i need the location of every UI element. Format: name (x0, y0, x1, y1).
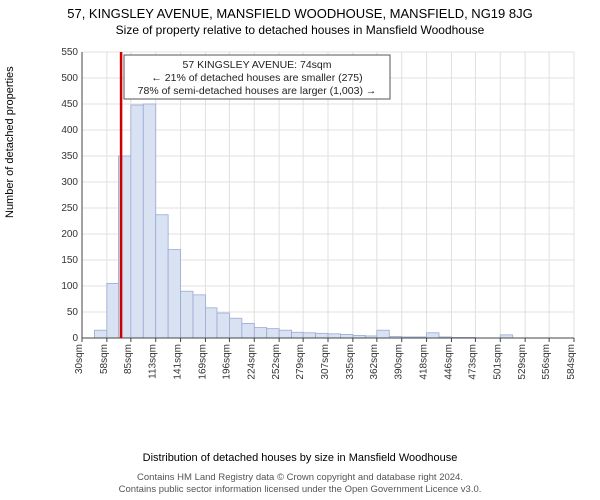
svg-text:252sqm: 252sqm (271, 344, 282, 380)
svg-text:250: 250 (61, 203, 78, 214)
chart-container: 57, KINGSLEY AVENUE, MANSFIELD WOODHOUSE… (0, 0, 600, 500)
svg-text:529sqm: 529sqm (517, 344, 528, 380)
svg-text:50: 50 (67, 307, 79, 318)
svg-text:141sqm: 141sqm (173, 344, 184, 380)
footer-attribution: Contains HM Land Registry data © Crown c… (0, 472, 600, 496)
svg-text:85sqm: 85sqm (123, 344, 134, 374)
svg-text:100: 100 (61, 281, 78, 292)
svg-text:224sqm: 224sqm (246, 344, 257, 380)
svg-text:362sqm: 362sqm (369, 344, 380, 380)
svg-text:30sqm: 30sqm (74, 344, 85, 374)
svg-text:← 21% of detached houses are s: ← 21% of detached houses are smaller (27… (151, 72, 362, 84)
svg-text:307sqm: 307sqm (320, 344, 331, 380)
svg-text:300: 300 (61, 177, 78, 188)
svg-text:57 KINGSLEY AVENUE: 74sqm: 57 KINGSLEY AVENUE: 74sqm (182, 59, 331, 71)
svg-text:390sqm: 390sqm (394, 344, 405, 380)
svg-text:279sqm: 279sqm (295, 344, 306, 380)
svg-text:113sqm: 113sqm (148, 344, 159, 379)
svg-text:556sqm: 556sqm (541, 344, 552, 380)
svg-text:446sqm: 446sqm (443, 344, 454, 380)
chart-area: 0 50 100 150 200 250 300 350 400 450 500 550 30sqm 58… (50, 48, 578, 388)
histogram-plot: 0 50 100 150 200 250 300 350 400 450 500 550 30sqm 58… (50, 48, 578, 388)
y-axis-label: Number of detached properties (4, 66, 16, 218)
svg-text:400: 400 (61, 125, 78, 136)
svg-text:169sqm: 169sqm (197, 344, 208, 380)
page-subtitle: Size of property relative to detached ho… (0, 21, 600, 37)
svg-text:550: 550 (61, 48, 78, 58)
svg-text:78% of semi-detached houses ar: 78% of semi-detached houses are larger (… (138, 85, 377, 97)
svg-text:0: 0 (72, 333, 78, 344)
svg-text:196sqm: 196sqm (221, 344, 232, 380)
svg-text:200: 200 (61, 229, 78, 240)
page-title: 57, KINGSLEY AVENUE, MANSFIELD WOODHOUSE… (0, 0, 600, 21)
svg-text:418sqm: 418sqm (419, 344, 430, 380)
svg-text:335sqm: 335sqm (345, 344, 356, 380)
svg-text:450: 450 (61, 99, 78, 110)
svg-text:473sqm: 473sqm (467, 344, 478, 380)
footer-line-2: Contains public sector information licen… (0, 484, 600, 496)
svg-text:500: 500 (61, 73, 78, 84)
svg-text:350: 350 (61, 151, 78, 162)
svg-text:58sqm: 58sqm (99, 344, 110, 374)
svg-text:584sqm: 584sqm (566, 344, 577, 380)
footer-line-1: Contains HM Land Registry data © Crown c… (0, 472, 600, 484)
svg-text:150: 150 (61, 255, 78, 266)
svg-text:501sqm: 501sqm (492, 344, 503, 380)
x-axis-label: Distribution of detached houses by size … (0, 452, 600, 464)
